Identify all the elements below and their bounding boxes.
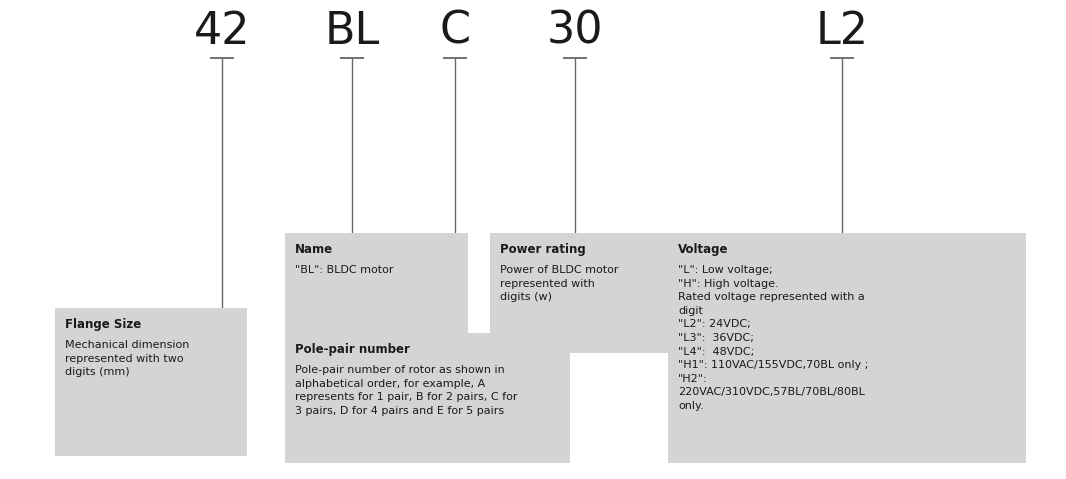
Text: Flange Size: Flange Size (65, 318, 142, 331)
Text: C: C (439, 10, 470, 53)
Text: 42: 42 (194, 10, 251, 53)
Text: Pole-pair number: Pole-pair number (295, 343, 409, 356)
FancyBboxPatch shape (490, 233, 685, 353)
Text: Name: Name (295, 243, 333, 256)
Text: Power of BLDC motor
represented with
digits (w): Power of BLDC motor represented with dig… (500, 265, 618, 302)
Text: "L": Low voltage;
"H": High voltage.
Rated voltage represented with a
digit
"L2": "L": Low voltage; "H": High voltage. Rat… (678, 265, 869, 411)
Text: 30: 30 (547, 10, 603, 53)
FancyBboxPatch shape (668, 233, 1025, 463)
Text: Mechanical dimension
represented with two
digits (mm): Mechanical dimension represented with tw… (65, 340, 190, 377)
Text: BL: BL (324, 10, 379, 53)
Text: L2: L2 (815, 10, 869, 53)
Text: Pole-pair number of rotor as shown in
alphabetical order, for example, A
represe: Pole-pair number of rotor as shown in al… (295, 365, 517, 416)
Text: "BL": BLDC motor: "BL": BLDC motor (295, 265, 393, 275)
FancyBboxPatch shape (285, 233, 468, 333)
FancyBboxPatch shape (55, 308, 247, 456)
FancyBboxPatch shape (285, 333, 570, 463)
Text: Voltage: Voltage (678, 243, 728, 256)
Text: Power rating: Power rating (500, 243, 585, 256)
